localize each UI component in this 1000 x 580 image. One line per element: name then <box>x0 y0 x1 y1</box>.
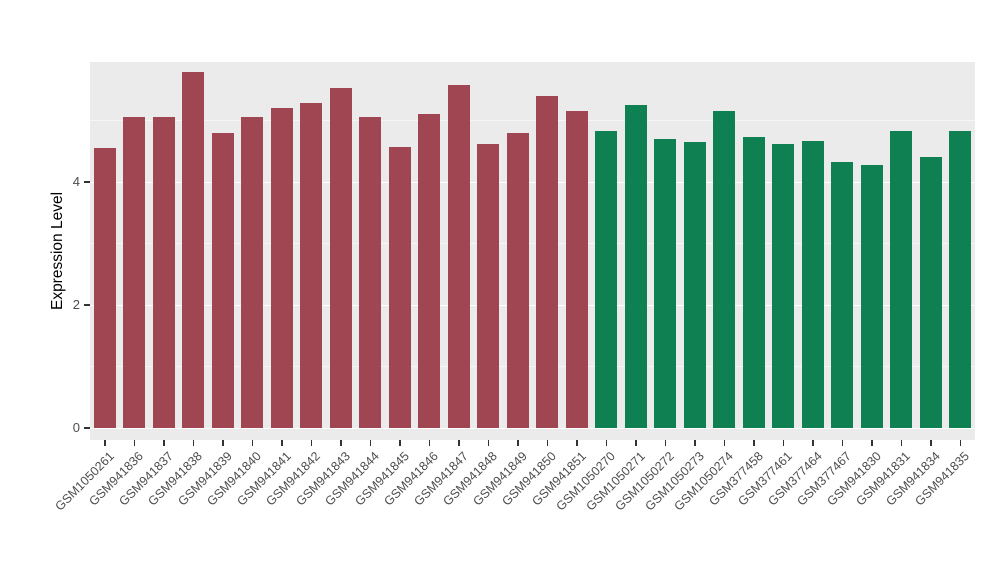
x-tick-mark <box>871 440 873 446</box>
y-tick-label: 2 <box>72 296 80 312</box>
bar <box>447 85 470 428</box>
plot-panel <box>90 62 975 440</box>
x-tick-mark <box>399 440 401 446</box>
major-gridline <box>90 427 975 429</box>
x-tick-mark <box>458 440 460 446</box>
major-gridline <box>90 181 975 183</box>
x-tick-mark <box>841 440 843 446</box>
x-tick-mark <box>517 440 519 446</box>
bar <box>359 117 382 428</box>
bar <box>713 111 736 428</box>
bar <box>595 131 618 428</box>
y-axis-title: Expression Level <box>49 191 66 311</box>
x-tick-mark <box>163 440 165 446</box>
bar <box>93 148 116 428</box>
bar <box>624 105 647 428</box>
bar <box>241 117 264 428</box>
bar <box>536 95 559 428</box>
x-tick-mark <box>251 440 253 446</box>
x-tick-mark <box>133 440 135 446</box>
x-tick-mark <box>900 440 902 446</box>
bar <box>683 141 706 428</box>
x-tick-mark <box>723 440 725 446</box>
x-tick-mark <box>369 440 371 446</box>
bar <box>801 140 824 428</box>
major-gridline <box>90 304 975 306</box>
x-tick-mark <box>222 440 224 446</box>
x-tick-mark <box>340 440 342 446</box>
x-tick-mark <box>487 440 489 446</box>
bar <box>742 137 765 428</box>
x-tick-mark <box>576 440 578 446</box>
bar <box>860 164 883 428</box>
bar <box>506 132 529 428</box>
y-tick-mark <box>84 427 90 429</box>
x-tick-mark <box>192 440 194 446</box>
y-tick-mark <box>84 181 90 183</box>
bar <box>152 117 175 428</box>
x-tick-mark <box>930 440 932 446</box>
bar <box>477 143 500 428</box>
bar <box>418 114 441 428</box>
x-tick-mark <box>605 440 607 446</box>
x-tick-mark <box>635 440 637 446</box>
y-tick-mark <box>84 304 90 306</box>
bar <box>772 143 795 428</box>
y-tick-label: 0 <box>72 419 80 435</box>
bar <box>211 132 234 428</box>
x-tick-mark <box>959 440 961 446</box>
x-tick-mark <box>694 440 696 446</box>
bar <box>654 138 677 428</box>
x-tick-mark <box>664 440 666 446</box>
bar <box>300 103 323 428</box>
x-tick-mark <box>310 440 312 446</box>
bar <box>890 131 913 428</box>
x-tick-mark <box>753 440 755 446</box>
bar <box>123 117 146 428</box>
bar <box>182 72 205 428</box>
x-tick-mark <box>812 440 814 446</box>
x-tick-mark <box>104 440 106 446</box>
minor-gridline <box>90 366 975 368</box>
bar <box>565 111 588 428</box>
x-tick-mark <box>428 440 430 446</box>
minor-gridline <box>90 120 975 122</box>
minor-gridline <box>90 243 975 245</box>
y-tick-label: 4 <box>72 173 80 189</box>
bar <box>388 146 411 428</box>
x-tick-mark <box>281 440 283 446</box>
bar <box>949 131 972 428</box>
bar <box>270 108 293 428</box>
x-tick-mark <box>546 440 548 446</box>
x-tick-mark <box>782 440 784 446</box>
bar <box>831 161 854 428</box>
bar <box>329 88 352 428</box>
bar <box>919 157 942 428</box>
